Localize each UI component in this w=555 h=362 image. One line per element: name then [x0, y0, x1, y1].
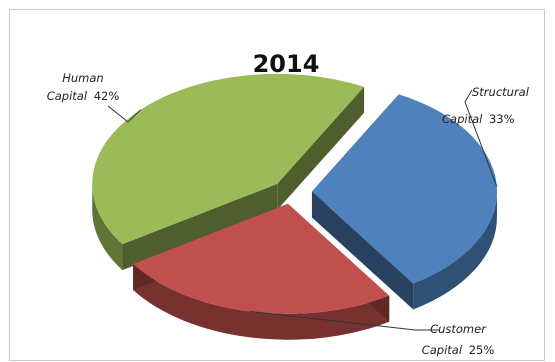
pie-slices: [92, 73, 497, 340]
label-structural-line2: Capital 33%: [442, 112, 515, 126]
pie-slice-2-top: [92, 73, 365, 245]
label-customer-value: 25%: [469, 343, 495, 357]
label-human-line2: Capital 42%: [47, 89, 120, 103]
pie-slice-1-side-0: [133, 263, 390, 340]
label-human-capital: Capital: [47, 89, 88, 103]
label-structural-value: 33%: [489, 112, 515, 126]
pie-slice-2-cut-0: [122, 183, 278, 271]
pie-slice-2: [92, 73, 365, 271]
label-customer-line2: Capital 25%: [422, 343, 495, 357]
leader-line-2: [107, 105, 141, 123]
leader-line-1: [250, 310, 440, 331]
chart-title: 2014: [253, 50, 320, 78]
label-human-line1: Human: [62, 71, 103, 85]
pie-chart: 2014 Structural Capital 33% Human Capita…: [47, 50, 530, 357]
leader-lines: [107, 89, 498, 331]
label-human-value: 42%: [94, 89, 120, 103]
pie-slice-0-side-0: [413, 191, 497, 310]
pie-slice-1-top: [133, 203, 390, 314]
pie-slice-0-top: [311, 94, 497, 284]
pie-slice-2-side-0: [92, 183, 123, 271]
label-structural-line1: Structural: [472, 85, 530, 99]
pie-slice-0: [311, 94, 497, 310]
label-structural-capital: Capital: [442, 112, 483, 126]
label-customer-line1: Customer: [430, 322, 487, 336]
pie-slice-0-cut-1: [311, 191, 414, 310]
label-customer-capital: Capital: [422, 343, 463, 357]
pie-slice-1: [133, 203, 390, 340]
leader-line-0: [464, 89, 498, 187]
chart-frame: 2014 Structural Capital 33% Human Capita…: [9, 9, 545, 361]
pie-slice-2-cut-1: [277, 86, 365, 210]
